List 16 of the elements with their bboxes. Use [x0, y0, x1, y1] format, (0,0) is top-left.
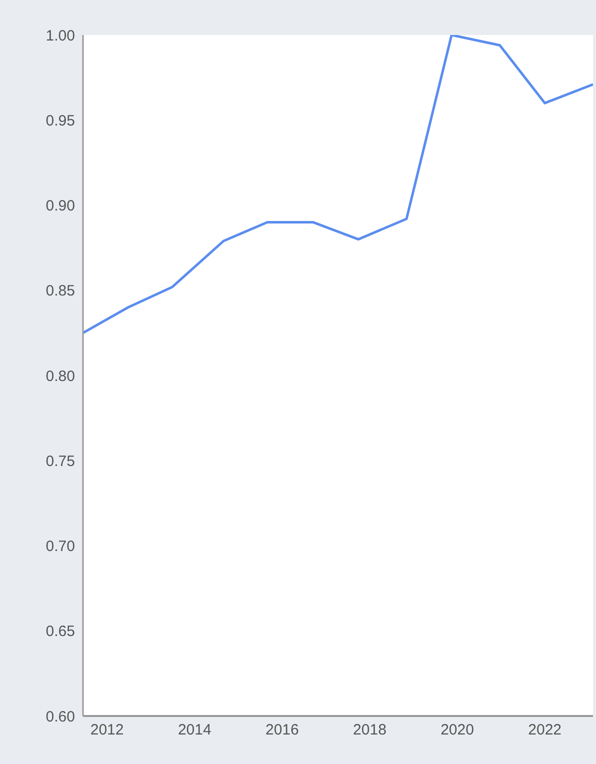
line-series	[83, 35, 593, 334]
y-tick-label: 0.60	[46, 708, 75, 726]
y-tick-label: 0.90	[46, 198, 75, 215]
x-tick-label: 2012	[90, 722, 124, 739]
y-tick-label: 0.80	[46, 368, 75, 385]
y-tick-label: 0.70	[46, 538, 75, 556]
x-tick-label: 2018	[353, 722, 386, 739]
y-tick-label: 0.85	[46, 282, 75, 300]
y-tick-label: 0.95	[46, 112, 75, 130]
x-tick-label: 2022	[528, 722, 562, 739]
y-tick-label: 0.75	[46, 452, 75, 470]
x-tick-label: 2020	[440, 722, 474, 739]
x-tick-label: 2014	[178, 722, 212, 739]
y-tick-label: 0.65	[46, 623, 75, 640]
x-tick-label: 2016	[265, 722, 299, 739]
y-tick-label: 1.00	[46, 27, 75, 44]
